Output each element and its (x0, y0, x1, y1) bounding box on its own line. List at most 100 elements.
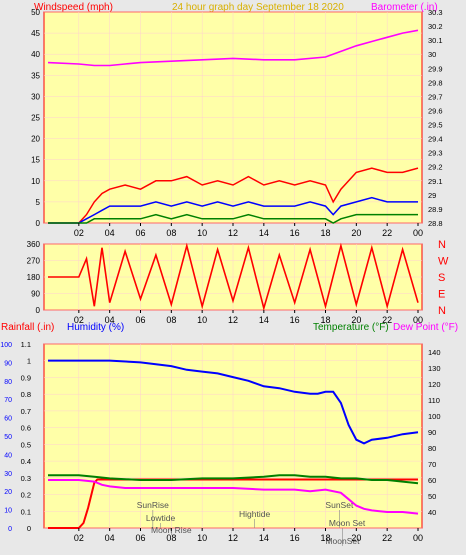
humidity-y-tick-label: 10 (4, 508, 12, 515)
x-tick-label: 18 (320, 228, 330, 238)
barometer-y-tick-label: 28.8 (428, 219, 443, 228)
series-barometer-in (47, 29, 419, 67)
chart-title: 24 hour graph day September 18 2020 (172, 2, 344, 13)
dewpoint-axis-title: Dew Point (°F) (393, 322, 458, 333)
direction-x-axis-ticks: 02 04 06 08 10 12 14 16 18 20 22 00 (74, 310, 423, 325)
x-tick-label: 14 (259, 228, 269, 238)
rain-humidity-temp-series (48, 359, 419, 529)
temperature-y-tick-label: 140 (428, 348, 441, 357)
wind-y-tick-label: 10 (31, 177, 40, 186)
x-tick-label: 04 (105, 228, 115, 238)
wind-y-tick-label: 35 (31, 71, 40, 80)
x-tick-label: 14 (259, 533, 269, 543)
humidity-y-tick-label: 20 (4, 489, 12, 496)
direction-series (48, 242, 419, 312)
x-tick-label: 14 (259, 315, 269, 325)
direction-y-tick-label: 180 (27, 273, 41, 282)
barometer-y-tick-label: 29 (428, 191, 436, 200)
rain-y-axis-ticks: 0 0.1 0.2 0.3 0.4 0.5 0.6 0.7 0.8 0.9 1 1.1 (21, 340, 31, 533)
rain-y-tick-label: 0.8 (21, 390, 31, 399)
wind-series (47, 29, 419, 224)
barometer-y-tick-label: 28.9 (428, 205, 443, 214)
humidity-y-tick-label: 100 (0, 342, 12, 349)
barometer-y-tick-label: 29.6 (428, 106, 443, 115)
rain-x-axis-ticks: 02 04 06 08 10 12 14 16 18 20 22 00 (74, 528, 423, 543)
series-windspeed-mph (48, 167, 419, 224)
humidity-y-tick-label: 70 (4, 397, 12, 404)
wind-y-axis-ticks: 0 5 10 15 20 25 30 35 40 45 50 (31, 8, 40, 228)
wind-y-tick-label: 0 (36, 219, 41, 228)
wind-x-axis-ticks: 02 04 06 08 10 12 14 16 18 20 22 00 (74, 223, 423, 238)
barometer-y-axis-ticks: 28.8 28.9 29 29.1 29.2 29.3 29.4 29.5 29.6 29.7 29… (428, 8, 443, 228)
direction-y-tick-label: 90 (31, 290, 40, 299)
barometer-y-tick-label: 30 (428, 50, 436, 59)
x-tick-label: 18 (320, 533, 330, 543)
x-tick-label: 22 (382, 228, 392, 238)
direction-y-tick-label: 0 (36, 306, 41, 315)
temperature-y-tick-label: 50 (428, 492, 436, 501)
temperature-y-tick-label: 100 (428, 412, 441, 421)
humidity-axis-title: Humidity (%) (67, 322, 124, 333)
direction-y-tick-label: 270 (27, 257, 41, 266)
rain-y-tick-label: 0 (27, 524, 31, 533)
annotation-label: Moon Set (329, 518, 366, 528)
wind-y-tick-label: 50 (31, 8, 40, 17)
x-tick-label: 20 (351, 228, 361, 238)
x-tick-label: 02 (74, 533, 84, 543)
humidity-y-tick-label: 0 (8, 526, 12, 533)
x-tick-label: 06 (135, 228, 145, 238)
series-humidity (48, 359, 419, 445)
annotation-label: MoonSet (325, 536, 360, 546)
temperature-y-tick-label: 90 (428, 428, 436, 437)
barometer-y-tick-label: 29.2 (428, 163, 443, 172)
rain-y-tick-label: 0.4 (21, 457, 31, 466)
x-tick-label: 00 (413, 315, 423, 325)
x-tick-label: 08 (166, 228, 176, 238)
rain-y-tick-label: 0.9 (21, 373, 31, 382)
wind-y-tick-label: 20 (31, 135, 40, 144)
x-tick-label: 20 (351, 533, 361, 543)
x-tick-label: 02 (74, 315, 84, 325)
barometer-y-tick-label: 29.4 (428, 135, 443, 144)
direction-y-tick-label: 360 (27, 240, 41, 249)
temperature-y-tick-label: 120 (428, 380, 441, 389)
rainfall-axis-title: Rainfall (.in) (1, 322, 54, 333)
barometer-y-tick-label: 29.7 (428, 92, 443, 101)
barometer-axis-title: Barometer (.in) (371, 2, 438, 13)
x-tick-label: 04 (105, 315, 115, 325)
barometer-y-tick-label: 29.8 (428, 78, 443, 87)
x-tick-label: 00 (413, 533, 423, 543)
wind-y-tick-label: 5 (36, 198, 41, 207)
barometer-y-tick-label: 29.1 (428, 177, 443, 186)
barometer-y-tick-label: 29.9 (428, 64, 443, 73)
x-tick-label: 22 (382, 533, 392, 543)
x-tick-label: 22 (382, 315, 392, 325)
temperature-y-tick-label: 70 (428, 460, 436, 469)
barometer-y-tick-label: 30.2 (428, 22, 443, 31)
barometer-y-tick-label: 29.5 (428, 121, 443, 130)
humidity-y-tick-label: 50 (4, 434, 12, 441)
compass-label: E (438, 289, 445, 301)
wind-y-tick-label: 15 (31, 156, 40, 165)
temperature-y-tick-label: 60 (428, 476, 436, 485)
rain-y-tick-label: 0.6 (21, 424, 31, 433)
annotation-label: Hightide (239, 509, 270, 519)
barometer-y-tick-label: 30.1 (428, 36, 443, 45)
humidity-y-axis-ticks: 0 10 20 30 40 50 60 70 80 90 100 (0, 342, 12, 533)
x-tick-label: 20 (351, 315, 361, 325)
compass-label: N (438, 239, 446, 251)
x-tick-label: 00 (413, 228, 423, 238)
series-wind-direction (48, 242, 419, 312)
windspeed-axis-title: Windspeed (mph) (34, 2, 113, 13)
rain-y-tick-label: 0.7 (21, 407, 31, 416)
series-average-windspeed (48, 196, 418, 224)
rain-y-tick-label: 0.5 (21, 440, 31, 449)
wind-y-tick-label: 45 (31, 29, 40, 38)
temperature-y-axis-ticks: 40 50 60 70 80 90 100 110 120 130 140 (428, 348, 441, 517)
x-tick-label: 06 (135, 533, 145, 543)
x-tick-label: 02 (74, 228, 84, 238)
x-tick-label: 04 (105, 533, 115, 543)
wind-y-tick-label: 30 (31, 92, 40, 101)
